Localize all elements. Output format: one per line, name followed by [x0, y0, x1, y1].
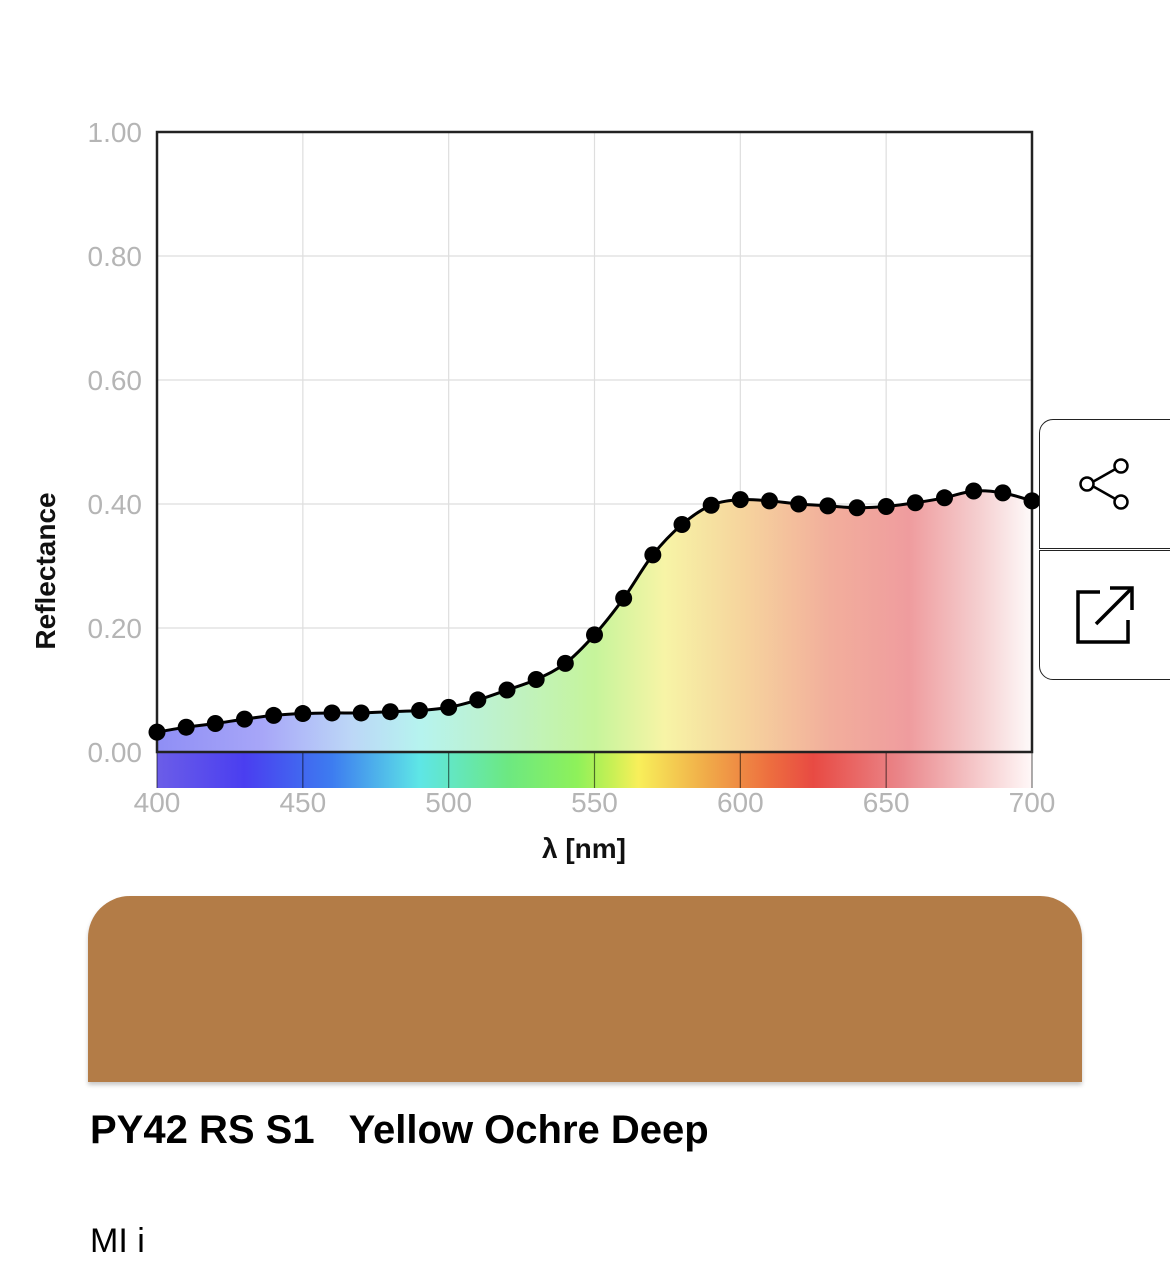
data-point — [936, 489, 953, 507]
x-tick-label: 400 — [134, 787, 181, 818]
x-tick-label: 550 — [571, 787, 618, 818]
data-point — [177, 718, 195, 736]
data-point — [994, 484, 1012, 502]
data-point — [1023, 492, 1041, 510]
x-tick-label: 700 — [1009, 787, 1056, 818]
data-point — [411, 701, 428, 719]
y-tick-label: 0.00 — [88, 737, 143, 768]
share-icon — [1079, 458, 1129, 510]
x-tick-label: 500 — [425, 787, 472, 818]
external-link-icon — [1076, 586, 1134, 644]
reflectance-chart: 400 450 500 550 600 650 700 0.000.200.400.600.… — [30, 117, 1056, 864]
pigment-title: PY42 RS S1 Yellow Ochre Deep — [90, 1108, 709, 1153]
x-tick-label: 650 — [863, 787, 910, 818]
y-tick-label: 1.00 — [88, 117, 143, 148]
spectrum-bar-ticks — [156, 752, 1033, 788]
y-axis-title: Reflectance — [30, 492, 61, 649]
data-point — [615, 589, 633, 607]
data-point — [819, 497, 837, 515]
data-point — [352, 704, 370, 722]
x-tick-labels: 400 450 500 550 600 650 700 — [134, 787, 1056, 818]
data-point — [790, 495, 808, 513]
data-point — [381, 703, 399, 721]
data-point — [965, 482, 983, 500]
data-point — [469, 691, 487, 709]
plot-frame — [155, 130, 1034, 754]
brand-text: MI i — [90, 1222, 145, 1260]
data-point — [236, 710, 253, 728]
data-point — [440, 698, 458, 716]
x-tick-label: 450 — [279, 787, 326, 818]
pigment-code: PY42 RS S1 — [90, 1108, 315, 1152]
x-tick-label: 600 — [717, 787, 764, 818]
data-point — [731, 491, 749, 509]
y-tick-label: 0.60 — [88, 365, 143, 396]
x-axis-title: λ [nm] — [542, 833, 626, 864]
data-points — [148, 482, 1041, 741]
data-point — [294, 705, 312, 723]
color-swatch — [88, 896, 1082, 1082]
data-point — [673, 515, 691, 533]
data-point — [498, 681, 516, 699]
data-point — [644, 546, 662, 564]
data-point — [556, 654, 574, 672]
y-tick-label: 0.80 — [88, 241, 143, 272]
y-tick-label: 0.40 — [88, 489, 143, 520]
data-point — [877, 497, 895, 515]
pigment-name: Yellow Ochre Deep — [348, 1108, 709, 1152]
data-point — [527, 670, 545, 688]
y-tick-label: 0.20 — [88, 613, 143, 644]
data-point — [265, 706, 283, 724]
data-point — [761, 492, 778, 510]
data-point — [906, 494, 924, 512]
data-point — [702, 496, 720, 514]
share-button[interactable] — [1039, 419, 1170, 549]
data-point — [148, 723, 166, 741]
data-point — [848, 499, 866, 517]
y-tick-labels: 0.00 0.20 0.40 0.60 0.80 1.00 — [88, 117, 143, 768]
reflectance-area — [157, 490, 1032, 752]
open-external-button[interactable] — [1039, 550, 1170, 680]
data-point — [323, 704, 341, 722]
data-point — [586, 626, 603, 644]
data-point — [206, 714, 224, 732]
